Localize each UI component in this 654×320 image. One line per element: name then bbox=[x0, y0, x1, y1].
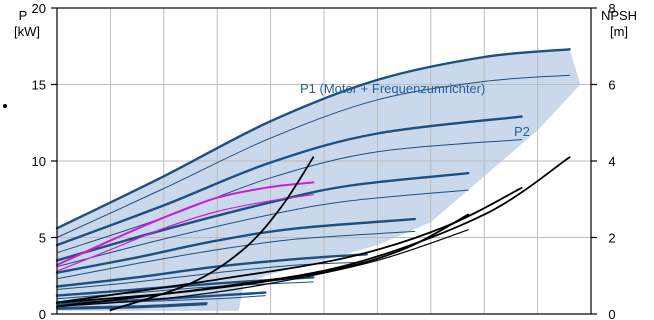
series-line-npsh bbox=[109, 156, 315, 312]
y-left-tick-label: 15 bbox=[32, 78, 46, 93]
series-line-p2 bbox=[56, 281, 314, 300]
y-left-tick-label: 20 bbox=[32, 1, 46, 16]
series-line-p1 bbox=[55, 48, 571, 230]
series-line-p1 bbox=[55, 302, 208, 310]
series-line-npsh bbox=[56, 186, 523, 304]
y-left-tick-label: 5 bbox=[39, 231, 46, 246]
series-line-p1 bbox=[55, 217, 416, 274]
series-line-p2 bbox=[56, 74, 571, 238]
series-line-p2 bbox=[56, 189, 469, 268]
series-line-p1 bbox=[55, 172, 470, 262]
series-line-npsh bbox=[56, 229, 469, 307]
y-left-tick-label: 10 bbox=[32, 154, 46, 169]
annotations: P1 (Motor + Frequenzumrichter) P2 bbox=[300, 81, 530, 139]
bullet-marker-icon bbox=[3, 104, 7, 108]
y-right-tick-label: 2 bbox=[608, 231, 615, 246]
y-right-tick-label: 6 bbox=[608, 78, 615, 93]
series-line-p2 bbox=[56, 304, 207, 310]
series-line-p2 bbox=[56, 261, 368, 290]
series-line-p2 bbox=[56, 139, 523, 254]
y-right-tick-label: 4 bbox=[608, 154, 615, 169]
series-line-p2 bbox=[56, 295, 266, 306]
y-right-label-line1: NPSH bbox=[601, 8, 637, 23]
y-left-label-line1: P bbox=[19, 8, 28, 23]
curves bbox=[55, 48, 571, 312]
y-left-label-line2: [kW] bbox=[14, 24, 40, 39]
axes: P [kW] NPSH [m] 0 5 10 15 20 0 2 4 6 8 bbox=[14, 1, 637, 320]
y-right-tick-label: 8 bbox=[608, 1, 615, 16]
series-line-p2 bbox=[56, 230, 416, 280]
series-line-magenta bbox=[56, 194, 314, 272]
series-line-magenta bbox=[56, 181, 315, 266]
series-line-npsh bbox=[56, 213, 470, 304]
y-left-tick-label: 0 bbox=[39, 307, 46, 320]
annotation-p2: P2 bbox=[514, 124, 530, 139]
annotation-p1: P1 (Motor + Frequenzumrichter) bbox=[300, 81, 485, 96]
series-line-p1 bbox=[55, 253, 368, 288]
y-right-label-line2: [m] bbox=[610, 24, 628, 39]
series-line-p1 bbox=[55, 115, 523, 247]
y-right-tick-label: 0 bbox=[608, 307, 615, 320]
